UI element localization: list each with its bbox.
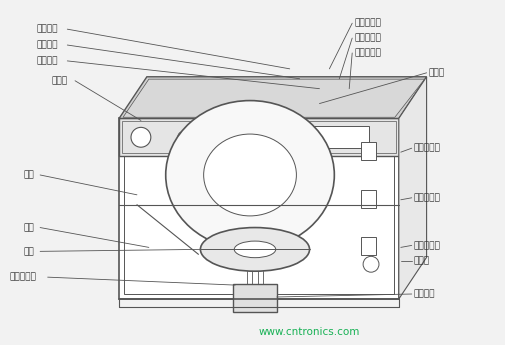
Bar xyxy=(122,121,395,153)
Circle shape xyxy=(131,127,150,147)
Circle shape xyxy=(363,256,378,272)
Text: 内桶: 内桶 xyxy=(24,170,34,179)
Text: 低水位按钮: 低水位按钮 xyxy=(354,48,380,58)
Ellipse shape xyxy=(234,241,275,258)
Ellipse shape xyxy=(203,134,296,216)
Bar xyxy=(309,126,368,148)
Text: 中水位按钮: 中水位按钮 xyxy=(354,33,380,42)
Text: 排水口: 排水口 xyxy=(413,257,429,266)
Text: 停止按钮: 停止按钮 xyxy=(37,24,58,34)
Circle shape xyxy=(243,131,256,143)
Polygon shape xyxy=(123,79,424,117)
Text: 拨盘: 拨盘 xyxy=(24,247,34,256)
Bar xyxy=(361,237,375,255)
Bar xyxy=(124,124,393,294)
Ellipse shape xyxy=(165,101,334,249)
Text: 洗涤电机: 洗涤电机 xyxy=(413,289,434,298)
Circle shape xyxy=(210,131,222,143)
Bar xyxy=(119,118,398,299)
Polygon shape xyxy=(119,77,426,118)
Text: 中水位开关: 中水位开关 xyxy=(413,193,440,202)
Bar xyxy=(119,118,398,156)
Text: 启动按钮: 启动按钮 xyxy=(37,56,58,66)
Text: 电磁离合器: 电磁离合器 xyxy=(10,273,37,282)
Bar xyxy=(361,142,375,160)
Bar xyxy=(361,190,375,208)
Ellipse shape xyxy=(200,228,309,271)
Text: 低水位开关: 低水位开关 xyxy=(413,241,440,250)
Circle shape xyxy=(194,131,206,143)
Circle shape xyxy=(177,131,189,143)
Text: www.cntronics.com: www.cntronics.com xyxy=(259,327,360,337)
Circle shape xyxy=(227,131,239,143)
Text: 显示器: 显示器 xyxy=(428,68,444,77)
Circle shape xyxy=(260,131,271,143)
Bar xyxy=(233,284,276,312)
Text: 进水口: 进水口 xyxy=(52,76,68,85)
Text: 高水位开关: 高水位开关 xyxy=(413,144,440,153)
Text: 外桶: 外桶 xyxy=(24,223,34,232)
Text: 高水位按钮: 高水位按钮 xyxy=(354,19,380,28)
Circle shape xyxy=(275,131,287,143)
Text: 排水按钮: 排水按钮 xyxy=(37,40,58,50)
Polygon shape xyxy=(398,77,426,299)
